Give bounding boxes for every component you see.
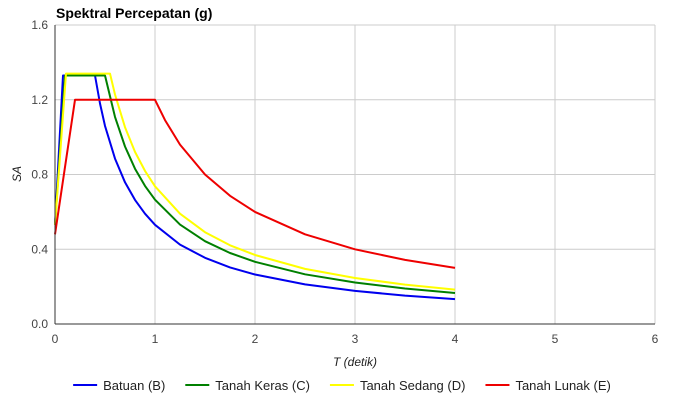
x-tick-label: 3 <box>352 332 359 346</box>
y-tick-label: 1.2 <box>31 93 48 107</box>
legend-item-2[interactable]: Tanah Sedang (D) <box>329 378 466 393</box>
x-axis-title: T (detik) <box>333 355 377 369</box>
legend-label: Tanah Lunak (E) <box>515 378 610 393</box>
x-tick-label: 2 <box>252 332 259 346</box>
axes: 0 1 2 3 4 5 6 0.0 0.4 0.8 1.2 1.6 <box>31 18 658 346</box>
legend-label: Tanah Sedang (D) <box>360 378 466 393</box>
legend-item-1[interactable]: Tanah Keras (C) <box>185 378 310 393</box>
x-tick-label: 5 <box>552 332 559 346</box>
series-line-1 <box>54 74 456 294</box>
legend-label: Batuan (B) <box>103 378 165 393</box>
chart-title: Spektral Percepatan (g) <box>56 5 212 21</box>
x-tick-label: 0 <box>52 332 59 346</box>
legend-item-0[interactable]: Batuan (B) <box>73 378 165 393</box>
y-tick-label: 1.6 <box>31 18 48 32</box>
y-tick-label: 0.0 <box>31 317 48 331</box>
y-tick-label: 0.8 <box>31 168 48 182</box>
y-axis-title: SA <box>10 166 24 182</box>
legend[interactable]: Batuan (B) Tanah Keras (C) Tanah Sedang (D… <box>73 378 611 393</box>
y-tick-label: 0.4 <box>31 242 48 256</box>
x-tick-label: 6 <box>652 332 659 346</box>
legend-item-3[interactable]: Tanah Lunak (E) <box>485 378 611 393</box>
x-tick-label: 4 <box>452 332 459 346</box>
series-line-3 <box>54 98 456 269</box>
series-lines <box>54 72 456 301</box>
legend-label: Tanah Keras (C) <box>215 378 310 393</box>
x-tick-label: 1 <box>152 332 159 346</box>
series-line-2 <box>54 72 456 291</box>
